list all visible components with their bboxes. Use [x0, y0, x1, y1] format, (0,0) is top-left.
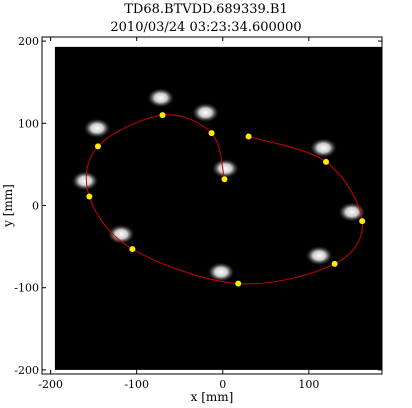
data-point-9 — [359, 218, 366, 225]
plot-background — [54, 46, 383, 370]
y-tick-label-100: 100 — [18, 117, 39, 130]
beam-spot-10 — [309, 137, 338, 158]
x-tick-label--200: -200 — [38, 378, 63, 391]
data-point-11 — [245, 133, 252, 140]
data-point-10 — [323, 158, 330, 165]
y-tick-label--100: -100 — [14, 282, 39, 295]
beam-spot-7 — [207, 262, 236, 283]
spiral-curve — [85, 114, 363, 285]
data-point-5 — [86, 193, 93, 200]
data-point-1 — [221, 176, 228, 183]
data-point-7 — [235, 280, 242, 287]
y-tick-label-0: 0 — [32, 200, 39, 213]
y-axis-label: y [mm] — [1, 184, 15, 228]
data-point-8 — [331, 260, 338, 267]
x-tick-label-100: 100 — [298, 378, 319, 391]
y-tick-label-200: 200 — [18, 35, 39, 48]
beam-spot-5 — [71, 170, 100, 191]
data-point-3 — [159, 112, 166, 119]
beam-spot-6 — [107, 224, 136, 245]
x-tick-label-0: 0 — [219, 378, 226, 391]
data-point-2 — [208, 130, 215, 137]
y-tick-label--200: -200 — [14, 364, 39, 377]
beam-spot-4 — [83, 118, 112, 139]
beam-spot-2 — [191, 102, 220, 123]
chart-subtitle: 2010/03/24 03:23:34.600000 — [110, 20, 302, 35]
beam-spot-1 — [211, 158, 240, 179]
beam-spot-8 — [305, 245, 334, 266]
x-axis-label: x [mm] — [191, 390, 234, 404]
chart-title: TD68.BTVDD.689339.B1 — [124, 2, 288, 17]
data-point-6 — [129, 246, 136, 253]
x-tick-label--100: -100 — [124, 378, 149, 391]
data-point-4 — [94, 143, 101, 150]
beam-spot-3 — [146, 87, 175, 108]
